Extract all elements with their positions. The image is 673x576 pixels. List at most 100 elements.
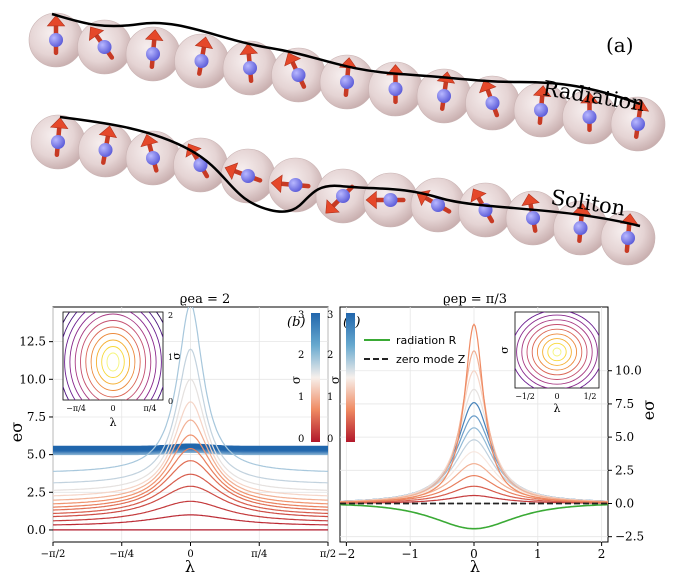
panel-c-ylabel: eσ xyxy=(639,400,658,420)
series-line xyxy=(53,473,328,515)
series-line xyxy=(340,350,608,503)
series-line xyxy=(53,448,328,453)
panel-b-xlabel: λ xyxy=(185,557,195,576)
y-tick-label: 7.5 xyxy=(615,397,634,411)
panel-c-colorbar xyxy=(346,313,355,442)
x-tick-label: 0 xyxy=(187,549,193,560)
panel-b-ticks: −π/2 −π/4 0 π/4 π/2 0.0 2.5 5.0 7.5 10.0 12.5 xyxy=(19,335,336,560)
panel-b-ylabel: eσ xyxy=(7,422,26,442)
contour-line xyxy=(521,319,593,385)
inset-b-ytick: 0 xyxy=(168,397,173,406)
inset-b-ytick: 1 xyxy=(168,353,173,362)
y-tick-label: −2.5 xyxy=(615,530,644,544)
panel-b-chart: −π/2 −π/4 0 π/4 π/2 0.0 2.5 5.0 7.5 10.0 12.5 ϱea … xyxy=(7,292,336,576)
x-tick-label: −1 xyxy=(401,547,419,561)
series-line xyxy=(340,494,608,504)
inset-b-xtick: −π/4 xyxy=(66,404,86,413)
spin-sphere xyxy=(416,68,472,124)
x-tick-label: π/4 xyxy=(251,549,267,560)
panel-b-contour-inset: −π/4 0 π/4 λ 0 1 2 σ xyxy=(62,311,183,429)
series-line xyxy=(53,446,328,450)
legend-zero-mode-label: zero mode Z xyxy=(396,353,466,366)
spin-sphere xyxy=(125,26,181,82)
contour-line xyxy=(536,333,578,371)
panel-b-colorbar-tick: 2 xyxy=(298,350,304,361)
panel-c-ticks: −2 −1 0 1 2 −2.5 0.0 2.5 5.0 7.5 10.0 xyxy=(338,364,645,561)
panel-b-title: ϱea = 2 xyxy=(180,292,231,307)
soliton-envelope-curve xyxy=(59,115,641,228)
spin-sphere xyxy=(513,82,569,138)
series-line xyxy=(53,500,328,522)
contour-line xyxy=(80,320,146,400)
contour-line xyxy=(542,338,572,366)
contour-line xyxy=(85,326,141,398)
panel-c-colorbar-label: σ xyxy=(328,376,342,384)
radiation-line xyxy=(340,503,608,530)
series-line xyxy=(53,445,328,450)
contour-line xyxy=(552,347,562,357)
panel-b-colorbar-tick: 3 xyxy=(298,310,304,321)
y-tick-label: 2.5 xyxy=(27,485,46,499)
x-tick-label: 0 xyxy=(470,547,478,561)
panel-b-colorbar-tick: 0 xyxy=(298,434,304,445)
series-line xyxy=(53,449,328,453)
x-tick-label: −2 xyxy=(338,547,356,561)
contour-line xyxy=(547,342,567,362)
spin-sphere xyxy=(465,75,520,131)
y-tick-label: 2.5 xyxy=(615,463,634,477)
series-line xyxy=(53,378,328,491)
series-line xyxy=(53,450,328,454)
panel-c-colorbar-tick: 2 xyxy=(327,350,333,361)
spin-sphere xyxy=(368,61,423,117)
contour-line xyxy=(74,313,152,400)
series-line xyxy=(53,460,328,511)
series-line xyxy=(53,485,328,518)
spin-sphere xyxy=(222,40,278,96)
y-tick-label: 12.5 xyxy=(19,335,46,349)
contour-line xyxy=(90,333,136,391)
panel-b-colorbar xyxy=(311,313,320,442)
x-tick-label: 2 xyxy=(598,547,606,561)
contour-line xyxy=(516,314,598,388)
series-line xyxy=(53,444,328,448)
series-line xyxy=(53,451,328,455)
spin-sphere xyxy=(610,96,666,152)
panel-b-series xyxy=(53,307,328,531)
series-line xyxy=(340,485,608,504)
radiation-envelope-curve xyxy=(51,12,641,106)
spin-sphere xyxy=(77,19,132,75)
inset-c-xtick: −1/2 xyxy=(515,392,535,401)
inset-b-ytick: 2 xyxy=(168,311,173,320)
contour-line xyxy=(95,339,131,385)
panel-c-series xyxy=(340,323,608,530)
series-line xyxy=(340,323,608,503)
y-tick-label: 10.0 xyxy=(19,372,46,386)
series-line xyxy=(53,401,328,497)
series-line xyxy=(53,451,328,456)
panel-c-legend: radiation R zero mode Z xyxy=(364,334,466,366)
spin-sphere xyxy=(173,137,228,193)
panel-c-colorbar-tick: 1 xyxy=(327,392,333,403)
inset-b-xlabel: λ xyxy=(110,416,117,429)
panel-b-colorbar-tick: 1 xyxy=(298,392,304,403)
spin-sphere xyxy=(268,157,323,213)
spin-sphere xyxy=(220,148,276,204)
inset-b-xtick: 0 xyxy=(110,404,115,413)
series-line xyxy=(53,307,328,472)
y-tick-label: 5.0 xyxy=(615,430,634,444)
y-tick-label: 0.0 xyxy=(27,523,46,537)
y-tick-label: 5.0 xyxy=(27,448,46,462)
x-tick-label: −π/4 xyxy=(109,549,134,560)
x-tick-label: π/2 xyxy=(320,549,336,560)
panel-b-colorbar-label: σ xyxy=(289,376,303,384)
spin-sphere xyxy=(30,114,86,170)
y-tick-label: 7.5 xyxy=(27,410,46,424)
panel-c-colorbar-tick: 0 xyxy=(327,434,333,445)
series-line xyxy=(53,445,328,449)
panel-c-title: ϱep = π/3 xyxy=(443,292,507,307)
contour-line xyxy=(69,312,157,400)
spin-sphere xyxy=(174,33,229,89)
spin-sphere xyxy=(271,47,326,103)
spin-sphere xyxy=(363,172,418,228)
contour-line xyxy=(526,324,588,380)
